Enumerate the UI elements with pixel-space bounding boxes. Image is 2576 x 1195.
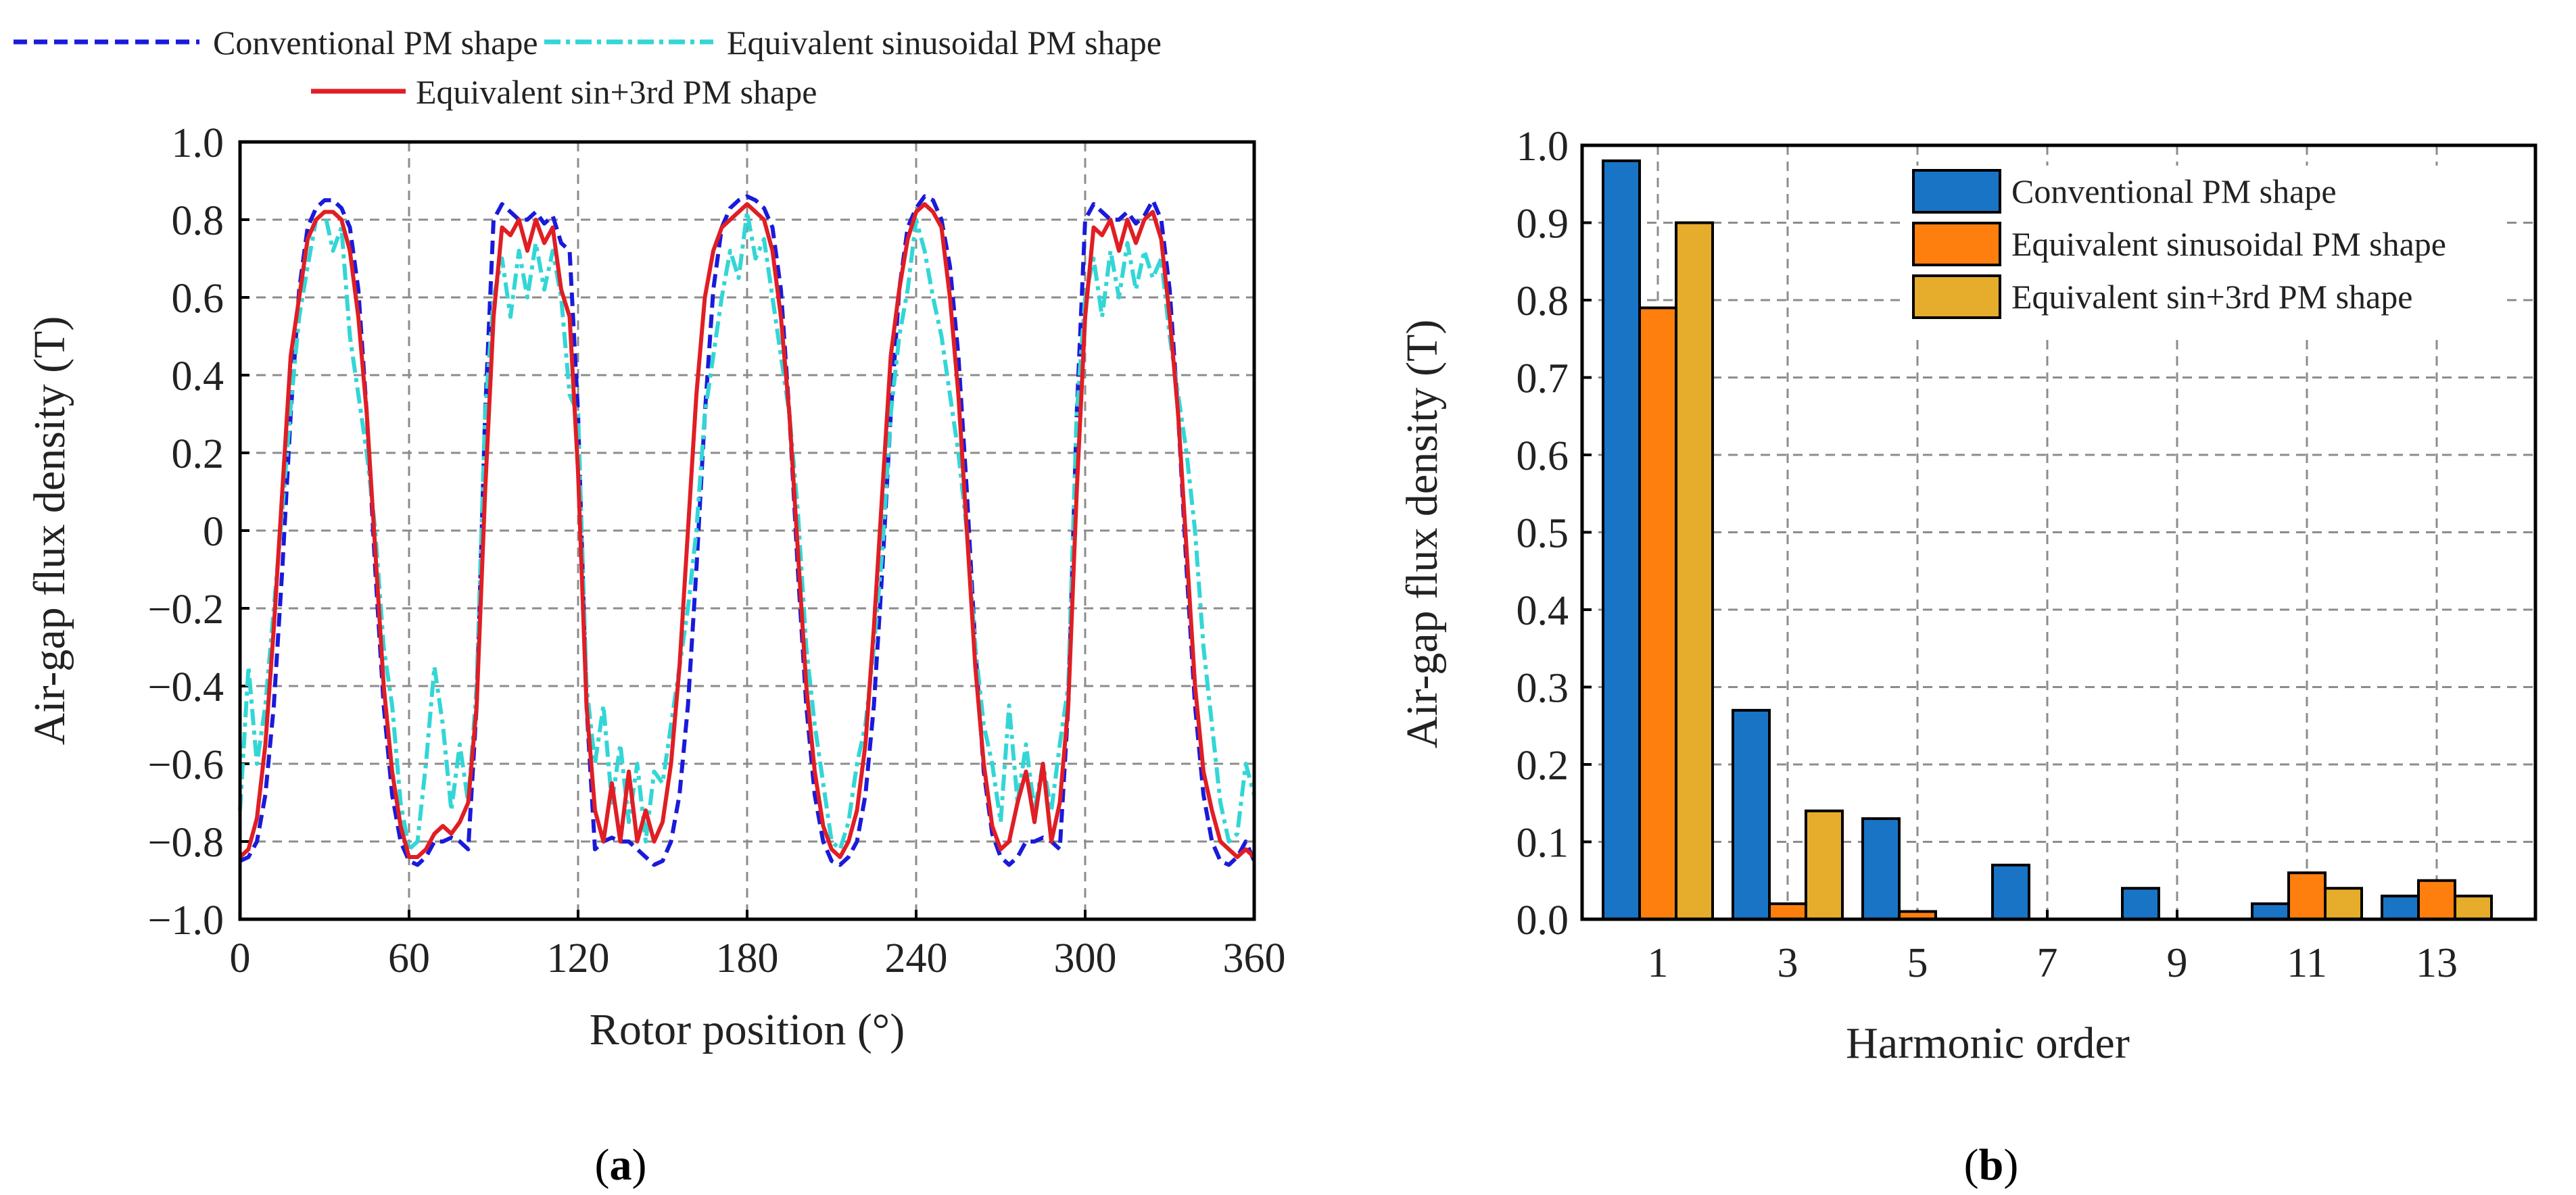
y-tick-label: 0.7 xyxy=(1517,356,1569,402)
legend-label-sin3rd: Equivalent sin+3rd PM shape xyxy=(2011,278,2412,316)
bar-equivalent-sin-3rd-pm-shape-h1 xyxy=(1675,221,1714,921)
y-tick-label: 0.0 xyxy=(1517,898,1569,944)
bar-conventional-pm-shape-h13 xyxy=(2381,894,2420,921)
y-tick-label: 0.6 xyxy=(172,276,224,322)
series-line-conventional-pm-shape xyxy=(239,194,1256,867)
panel-b-y-axis-label: Air-gap flux density (T) xyxy=(1398,320,1447,749)
y-tick-label: 0.5 xyxy=(1517,511,1569,557)
x-tick-label: 300 xyxy=(1054,935,1117,981)
y-tick-label: −0.8 xyxy=(148,820,224,866)
x-tick-label: 360 xyxy=(1223,935,1286,981)
bar-equivalent-sinusoidal-pm-shape-h1 xyxy=(1638,306,1677,921)
y-tick-label: 0.8 xyxy=(172,198,224,244)
y-tick-label: 0.4 xyxy=(172,353,224,399)
legend-label-sinusoidal: Equivalent sinusoidal PM shape xyxy=(2011,225,2446,263)
panel-a-series xyxy=(238,194,1256,867)
x-tick-label: 1 xyxy=(1648,940,1669,986)
bar-equivalent-sin-3rd-pm-shape-h3 xyxy=(1805,809,1844,921)
legend-label-sinusoidal: Equivalent sinusoidal PM shape xyxy=(727,24,1162,62)
y-tick-label: 0.9 xyxy=(1517,201,1569,247)
y-tick-label: 0.2 xyxy=(172,431,224,477)
y-tick-label: −1.0 xyxy=(148,898,224,944)
panel-b-plot-frame xyxy=(1580,143,2537,921)
y-tick-label: 1.0 xyxy=(172,120,224,166)
y-tick-label: 0.8 xyxy=(1517,278,1569,324)
legend-label-conventional: Conventional PM shape xyxy=(213,24,538,62)
panel-a-y-ticks: 1.0 0.8 0.6 0.4 0.2 0 −0.2 −0.4 −0.6 −0.8 −1.0 xyxy=(148,120,249,944)
bar-conventional-pm-shape-h5 xyxy=(1861,817,1901,921)
y-tick-label: −0.6 xyxy=(148,742,224,788)
panel-a-line-chart: Conventional PM shape Equivalent sinusoi… xyxy=(14,24,1286,1190)
panel-a-x-ticks: 0 60 120 180 240 300 360 xyxy=(230,910,1286,981)
panel-a-caption: (a) xyxy=(595,1140,647,1190)
x-tick-label: 13 xyxy=(2416,940,2458,986)
bar-conventional-pm-shape-h7 xyxy=(1991,863,2030,921)
x-tick-label: 120 xyxy=(547,935,610,981)
series-line-equivalent-sin-3rd-pm-shape xyxy=(238,202,1256,859)
y-tick-label: 0.2 xyxy=(1517,743,1569,789)
y-tick-label: 0.6 xyxy=(1517,433,1569,479)
legend-swatch-conventional xyxy=(1912,169,2001,214)
legend-label-conventional: Conventional PM shape xyxy=(2011,172,2337,210)
panel-a-caption-letter: a xyxy=(610,1140,632,1190)
bar-conventional-pm-shape-h3 xyxy=(1732,708,1771,921)
x-tick-label: 180 xyxy=(716,935,779,981)
x-tick-label: 0 xyxy=(230,935,251,981)
bar-equivalent-sin-3rd-pm-shape-h13 xyxy=(2454,894,2493,921)
y-tick-label: −0.2 xyxy=(148,587,224,633)
y-tick-label: 0 xyxy=(203,509,224,555)
y-tick-label: −0.4 xyxy=(148,664,224,710)
legend-swatch-sin3rd xyxy=(1912,274,2001,319)
x-tick-label: 3 xyxy=(1778,940,1798,986)
panel-b-x-axis-label: Harmonic order xyxy=(1846,1019,2130,1068)
panel-b-bars xyxy=(1602,159,2493,921)
panel-a-legend: Conventional PM shape Equivalent sinusoi… xyxy=(14,24,1162,111)
y-tick-label: 1.0 xyxy=(1517,124,1569,170)
bar-equivalent-sin-3rd-pm-shape-h11 xyxy=(2324,887,2363,921)
y-tick-label: 0.3 xyxy=(1517,666,1569,712)
bar-conventional-pm-shape-h9 xyxy=(2121,887,2160,921)
y-tick-label: 0.1 xyxy=(1517,821,1569,867)
x-tick-label: 9 xyxy=(2167,940,2188,986)
x-tick-label: 7 xyxy=(2037,940,2058,986)
panel-b-legend-background xyxy=(1907,166,2502,335)
panel-b-y-ticks: 0.0 0.1 0.2 0.3 0.4 0.5 0.6 0.7 0.8 0.9 1.0 xyxy=(1517,124,1592,944)
bar-equivalent-sinusoidal-pm-shape-h11 xyxy=(2287,871,2327,921)
x-tick-label: 11 xyxy=(2287,940,2327,986)
x-tick-label: 240 xyxy=(885,935,948,981)
x-tick-label: 60 xyxy=(388,935,430,981)
panel-a-plot-frame xyxy=(238,140,1256,921)
panel-a-y-axis-label: Air-gap flux density (T) xyxy=(25,316,74,746)
panel-a-x-axis-label: Rotor position (°) xyxy=(590,1005,905,1054)
panel-b-caption: (b) xyxy=(1964,1140,2019,1190)
panel-b-legend: Conventional PM shape Equivalent sinusoi… xyxy=(1907,166,2502,335)
panel-b-caption-letter: b xyxy=(1979,1140,2004,1190)
legend-label-sin3rd: Equivalent sin+3rd PM shape xyxy=(416,73,817,111)
x-tick-label: 5 xyxy=(1907,940,1928,986)
bar-conventional-pm-shape-h1 xyxy=(1602,159,1641,921)
bar-equivalent-sinusoidal-pm-shape-h13 xyxy=(2417,879,2456,921)
y-tick-label: 0.4 xyxy=(1517,588,1569,634)
legend-swatch-sinusoidal xyxy=(1912,222,2001,266)
bar-equivalent-sinusoidal-pm-shape-h3 xyxy=(1768,902,1807,921)
bar-conventional-pm-shape-h11 xyxy=(2251,902,2290,921)
